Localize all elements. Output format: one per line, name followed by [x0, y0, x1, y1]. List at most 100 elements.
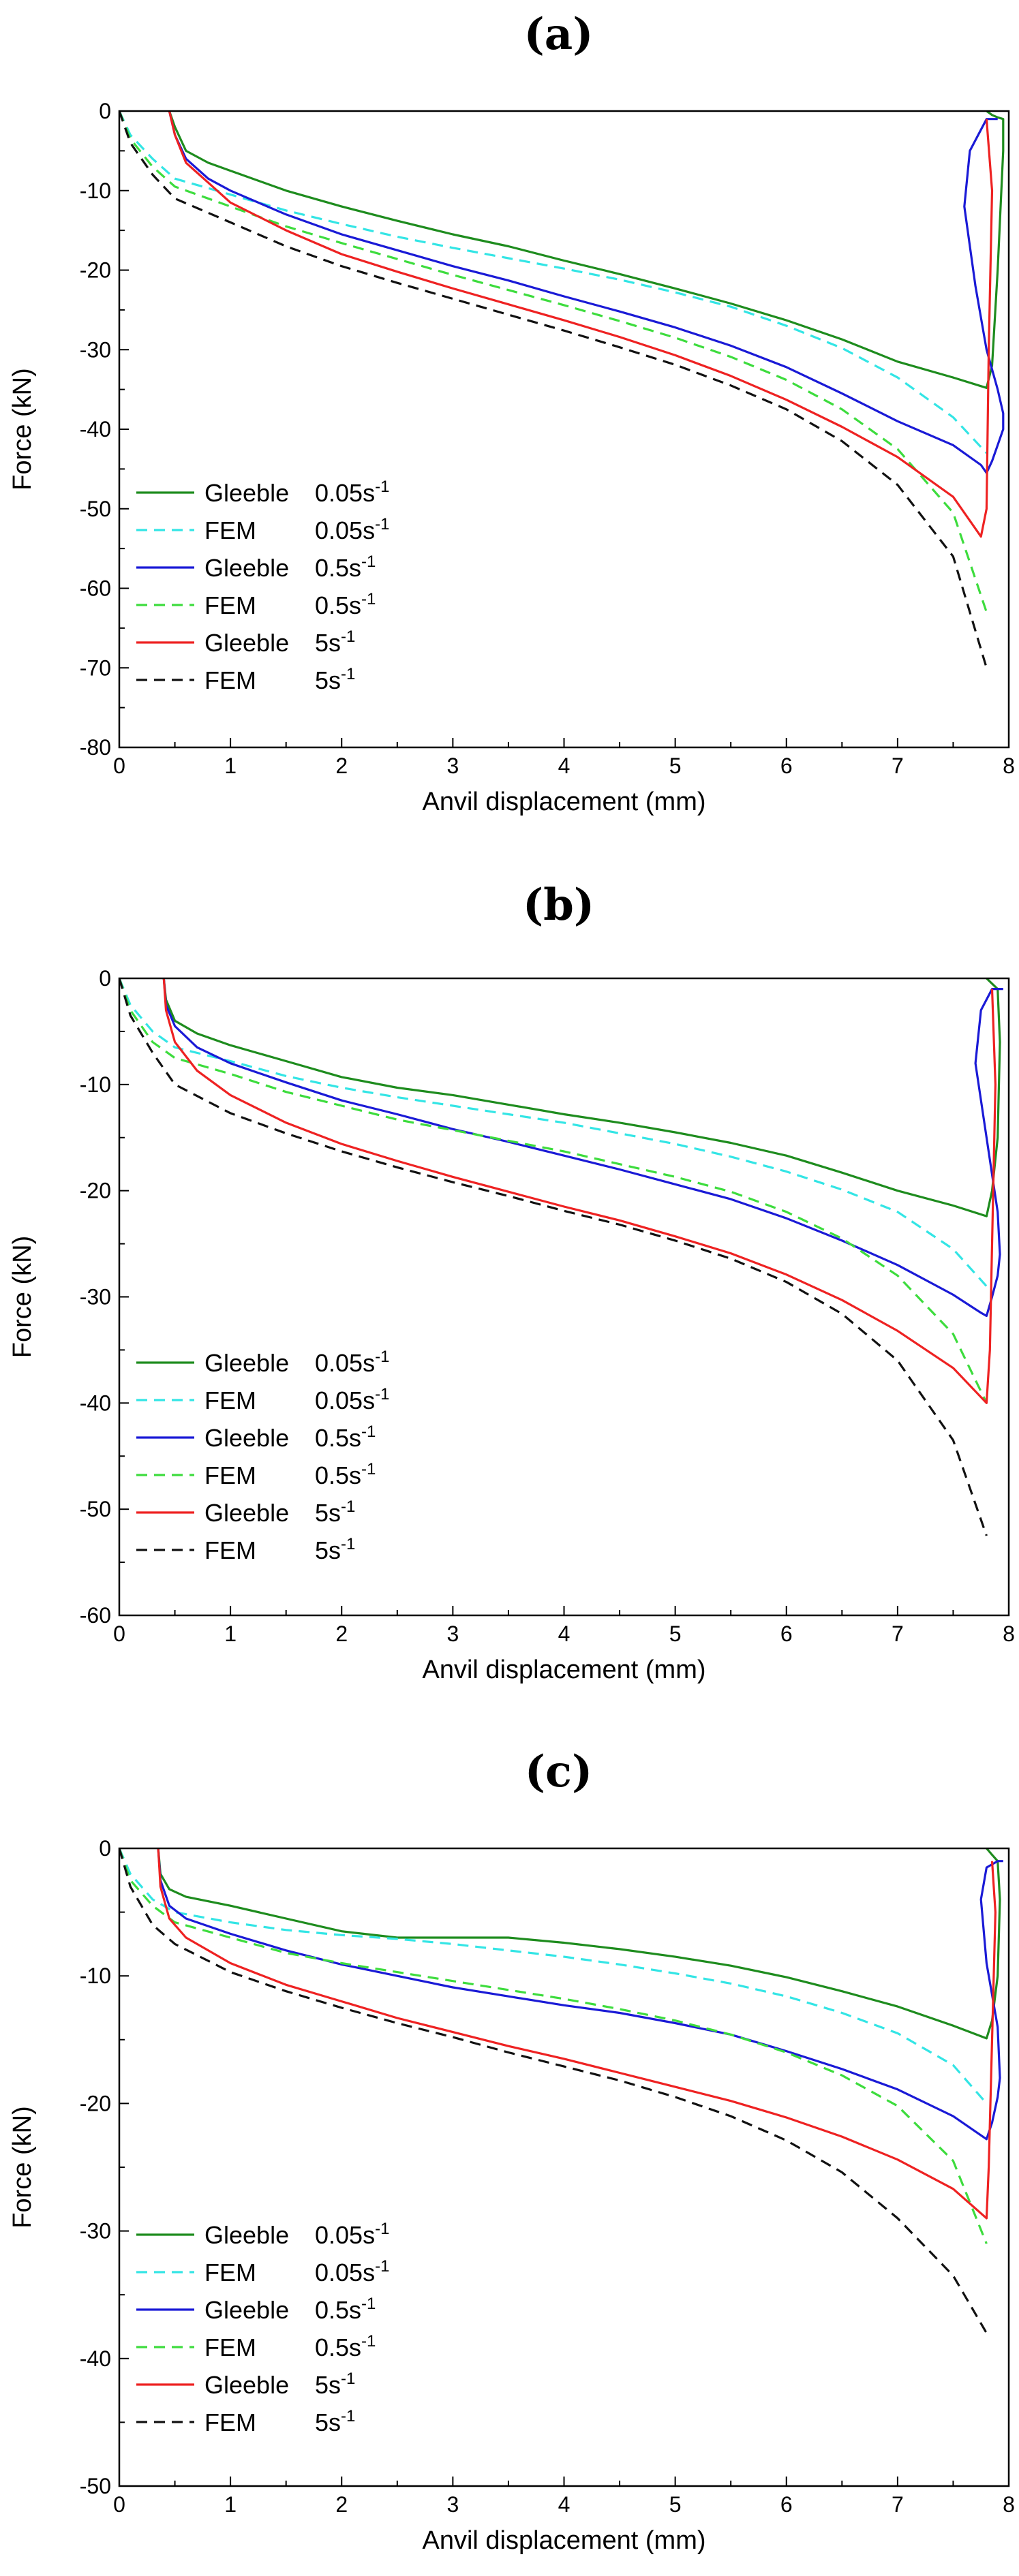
x-tick-label: 1: [224, 1621, 237, 1646]
x-tick-label: 2: [335, 1621, 348, 1646]
legend-series-rate: 0.05s-1: [315, 515, 389, 544]
legend-series-rate: 0.5s-1: [315, 1460, 376, 1489]
x-tick-label: 4: [558, 1621, 571, 1646]
y-tick-label: -80: [80, 735, 111, 760]
x-tick-label: 4: [558, 754, 571, 778]
y-tick-label: -60: [80, 576, 111, 601]
panel-label: (a): [523, 9, 593, 60]
legend-series-name: FEM: [204, 516, 256, 544]
series-line-1: [157, 1848, 1001, 2040]
series-line-5: [168, 111, 994, 538]
legend-series-name: FEM: [204, 1536, 256, 1564]
series-line-6: [119, 111, 988, 668]
legend-rate-exponent: -1: [341, 2407, 355, 2425]
x-tick-label: 6: [780, 754, 793, 778]
legend-rate-exponent: -1: [361, 2295, 376, 2313]
y-tick-label: -10: [80, 1072, 111, 1097]
legend: Gleeble 0.05s-1 FEM 0.05s-1 Gleeble 0.5s-1 FEM…: [136, 1348, 389, 1564]
legend-rate-exponent: -1: [375, 478, 389, 496]
legend-series-rate: 0.5s-1: [315, 590, 376, 619]
y-tick-label: -10: [80, 1964, 111, 1988]
x-tick-label: 8: [1003, 1621, 1015, 1646]
x-tick-label: 8: [1003, 754, 1015, 778]
legend-rate-exponent: -1: [361, 553, 376, 571]
series-line-4: [119, 978, 988, 1403]
legend-series-name: FEM: [204, 1386, 256, 1414]
panel-label: (c): [525, 1746, 593, 1797]
x-tick-label: 0: [113, 1621, 125, 1646]
legend-rate-exponent: -1: [361, 2332, 376, 2350]
legend-rate-exponent: -1: [341, 627, 355, 646]
legend-rate-exponent: -1: [341, 1535, 355, 1553]
series-line-6: [119, 978, 988, 1536]
series-line-6: [119, 1848, 988, 2334]
y-tick-label: -30: [80, 2219, 111, 2244]
x-tick-label: 6: [780, 1621, 793, 1646]
y-tick-label: 0: [99, 1836, 111, 1861]
legend-series-rate: 0.05s-1: [315, 1348, 389, 1377]
series-line-2: [119, 1848, 988, 2105]
x-tick-label: 5: [669, 2492, 682, 2517]
y-tick-label: -30: [80, 1285, 111, 1309]
legend-rate-exponent: -1: [375, 1348, 389, 1366]
x-tick-label: 7: [892, 754, 904, 778]
legend-series-name: FEM: [204, 666, 256, 694]
x-tick-label: 2: [335, 754, 348, 778]
x-tick-label: 7: [892, 1621, 904, 1646]
series-line-5: [157, 1848, 997, 2220]
x-tick-label: 6: [780, 2492, 793, 2517]
series-group: [119, 978, 1003, 1536]
series-line-4: [119, 111, 988, 613]
x-tick-label: 1: [224, 2492, 237, 2517]
legend-series-rate: 0.5s-1: [315, 1423, 376, 1452]
legend-series-rate: 5s-1: [315, 1535, 355, 1564]
legend-series-name: Gleeble: [204, 2296, 289, 2324]
legend-rate-exponent: -1: [375, 515, 389, 533]
x-tick-label: 5: [669, 1621, 682, 1646]
legend-series-rate: 0.05s-1: [315, 1385, 389, 1414]
series-line-5: [162, 978, 997, 1404]
y-axis-title: Force (kN): [8, 2106, 37, 2228]
y-tick-label: -50: [80, 1497, 111, 1521]
y-tick-label: -40: [80, 2346, 111, 2371]
y-axis-title: Force (kN): [8, 368, 37, 490]
x-tick-label: 2: [335, 2492, 348, 2517]
x-axis-title: Anvil displacement (mm): [423, 2526, 706, 2555]
legend-series-rate: 5s-1: [315, 2370, 355, 2399]
series-line-3: [168, 111, 1005, 474]
legend-rate-exponent: -1: [341, 665, 355, 683]
y-tick-label: -50: [80, 497, 111, 521]
chart-panel-3: (c) 0 1 2 3 4 5 6 7 8 0 -10 -20 -30 -40 -50 Anvil displa…: [8, 1746, 1015, 2555]
legend-series-name: FEM: [204, 2408, 256, 2436]
x-tick-label: 0: [113, 754, 125, 778]
x-tick-label: 8: [1003, 2492, 1015, 2517]
y-tick-label: -70: [80, 655, 111, 680]
legend-series-rate: 5s-1: [315, 1498, 355, 1527]
legend-series-rate: 5s-1: [315, 627, 355, 657]
legend-series-rate: 0.5s-1: [315, 553, 376, 582]
chart-panel-1: (a) 0 1 2 3 4 5 6 7 8 0 -10 -20 -30 -40 -50 -60 -70 -80 Anv…: [8, 9, 1015, 816]
legend-rate-exponent: -1: [361, 1423, 376, 1441]
x-tick-label: 5: [669, 754, 682, 778]
y-tick-label: -20: [80, 1179, 111, 1203]
legend-series-rate: 0.05s-1: [315, 2257, 389, 2286]
legend-rate-exponent: -1: [375, 2257, 389, 2276]
legend-series-rate: 5s-1: [315, 665, 355, 694]
legend-series-name: Gleeble: [204, 1499, 289, 1527]
legend-series-name: FEM: [204, 591, 256, 619]
legend-rate-exponent: -1: [361, 1460, 376, 1478]
legend: Gleeble 0.05s-1 FEM 0.05s-1 Gleeble 0.5s-1 FEM…: [136, 478, 389, 694]
y-axis-title: Force (kN): [8, 1236, 37, 1358]
y-tick-label: -10: [80, 179, 111, 203]
chart-panel-2: (b) 0 1 2 3 4 5 6 7 8 0 -10 -20 -30 -40 -50 -60 Anvil dis…: [8, 880, 1015, 1684]
x-axis-title: Anvil displacement (mm): [423, 1656, 706, 1684]
y-tick-label: -30: [80, 337, 111, 362]
x-tick-label: 3: [446, 1621, 459, 1646]
legend-rate-exponent: -1: [375, 2220, 389, 2238]
y-tick-label: -20: [80, 2091, 111, 2115]
legend: Gleeble 0.05s-1 FEM 0.05s-1 Gleeble 0.5s-1 FEM…: [136, 2220, 389, 2436]
x-axis-title: Anvil displacement (mm): [423, 788, 706, 816]
y-tick-label: -50: [80, 2474, 111, 2498]
series-line-3: [162, 978, 1003, 1318]
